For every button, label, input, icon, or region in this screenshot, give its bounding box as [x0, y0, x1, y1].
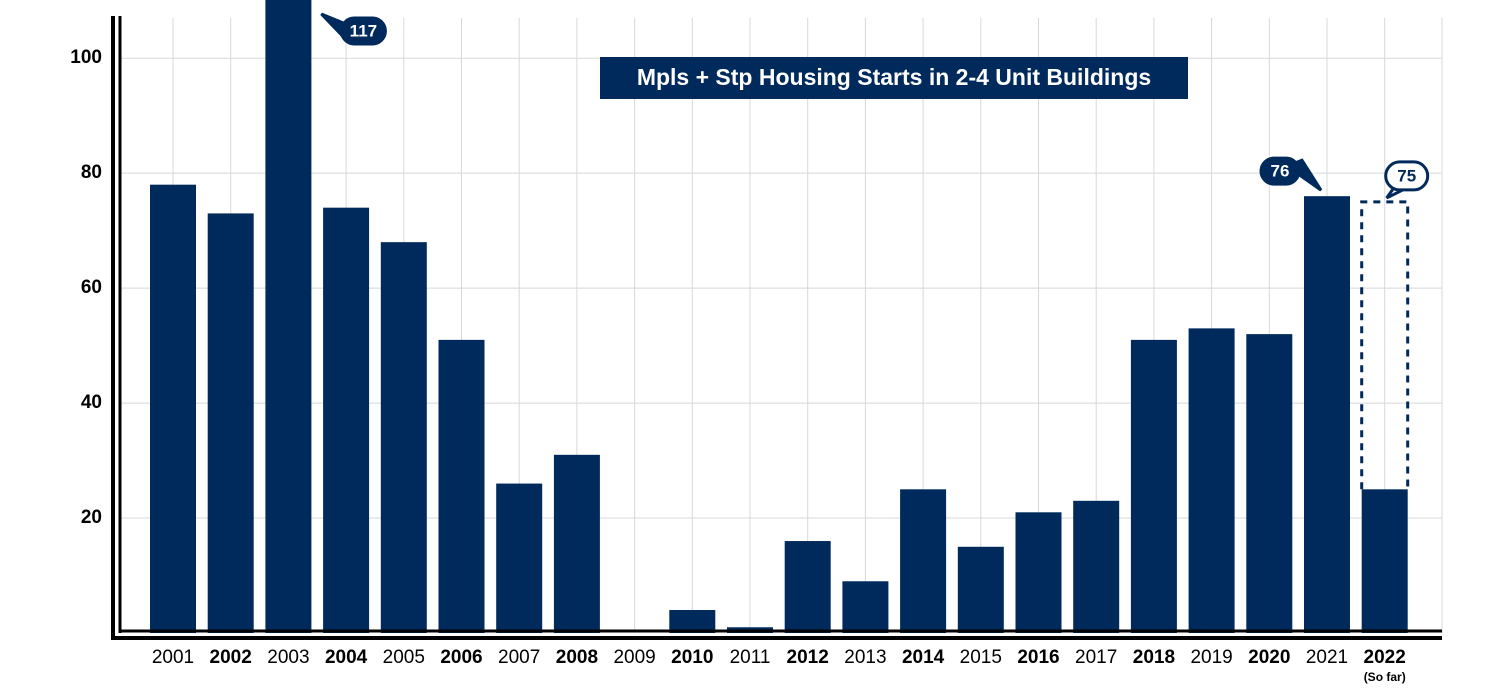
bar: [842, 581, 889, 633]
data-label: 76: [1271, 162, 1290, 181]
x-tick-label: 2011: [730, 647, 771, 668]
x-tick-label: 2013: [844, 647, 886, 668]
x-tick-label: 2004: [325, 647, 368, 668]
title-box: [600, 57, 1188, 99]
y-tick-label: 40: [81, 392, 102, 413]
bar: [150, 184, 196, 633]
bar: [1361, 489, 1408, 633]
x-tick-note: (So far): [1364, 670, 1406, 684]
x-tick-label: 2017: [1075, 647, 1117, 668]
x-tick-label: 2021: [1306, 647, 1348, 668]
chart-title: Mpls + Stp Housing Starts in 2-4 Unit Bu…: [637, 64, 1151, 90]
x-tick-label: 2006: [440, 647, 482, 668]
bar: [265, 0, 312, 633]
callout-bubble: [339, 16, 387, 46]
bar: [1246, 334, 1293, 633]
callout-bubble: [1259, 156, 1301, 186]
x-tick-label: 2016: [1017, 647, 1059, 668]
y-tick-label: 60: [81, 277, 102, 298]
bar: [553, 454, 600, 633]
bar: [784, 541, 831, 633]
x-tick-label: 2005: [383, 647, 425, 668]
projected-bar: [1360, 200, 1410, 490]
x-tick-label: 2022: [1364, 647, 1406, 668]
data-label: 117: [350, 21, 377, 40]
bar: [1188, 328, 1235, 633]
bar: [669, 610, 716, 633]
bar: [438, 339, 485, 633]
bar: [323, 207, 370, 633]
x-tick-label: 2015: [960, 647, 1002, 668]
x-tick-label: 2007: [498, 647, 540, 668]
x-tick-label: 2001: [152, 647, 194, 668]
x-tick-label: 2002: [210, 647, 252, 668]
callout: 117: [320, 12, 387, 46]
data-label: 75: [1397, 166, 1416, 185]
y-tick-label: 20: [81, 507, 102, 528]
labels: 20 40 60 80 100 2001 2002 2003 117 2004 2005 2006 20…: [70, 12, 1430, 684]
x-tick-label: 2014: [902, 647, 945, 668]
x-tick-label: 2003: [267, 647, 309, 668]
grid: [120, 18, 1443, 633]
x-tick-label: 2019: [1190, 647, 1232, 668]
bar: [1015, 512, 1062, 633]
x-tick-label: 2018: [1133, 647, 1175, 668]
bar: [496, 483, 543, 633]
x-tick-label: 2010: [671, 647, 713, 668]
bar: [1304, 196, 1350, 634]
y-tick-label: 80: [81, 162, 102, 183]
x-tick-label: 2020: [1248, 647, 1290, 668]
y-tick-label: 100: [70, 47, 102, 68]
bars: [150, 0, 1410, 634]
x-tick-label: 2008: [556, 647, 598, 668]
bar: [1130, 339, 1177, 633]
x-tick-label: 2009: [613, 647, 655, 668]
bar: [380, 242, 427, 633]
bar: [957, 546, 1004, 633]
x-tick-label: 2012: [787, 647, 829, 668]
callout: 75: [1384, 160, 1430, 200]
callout-bubble: [1384, 160, 1430, 192]
bar: [1073, 500, 1120, 633]
bar: [900, 489, 947, 633]
callout: 76: [1259, 156, 1323, 192]
bar: [207, 213, 254, 633]
